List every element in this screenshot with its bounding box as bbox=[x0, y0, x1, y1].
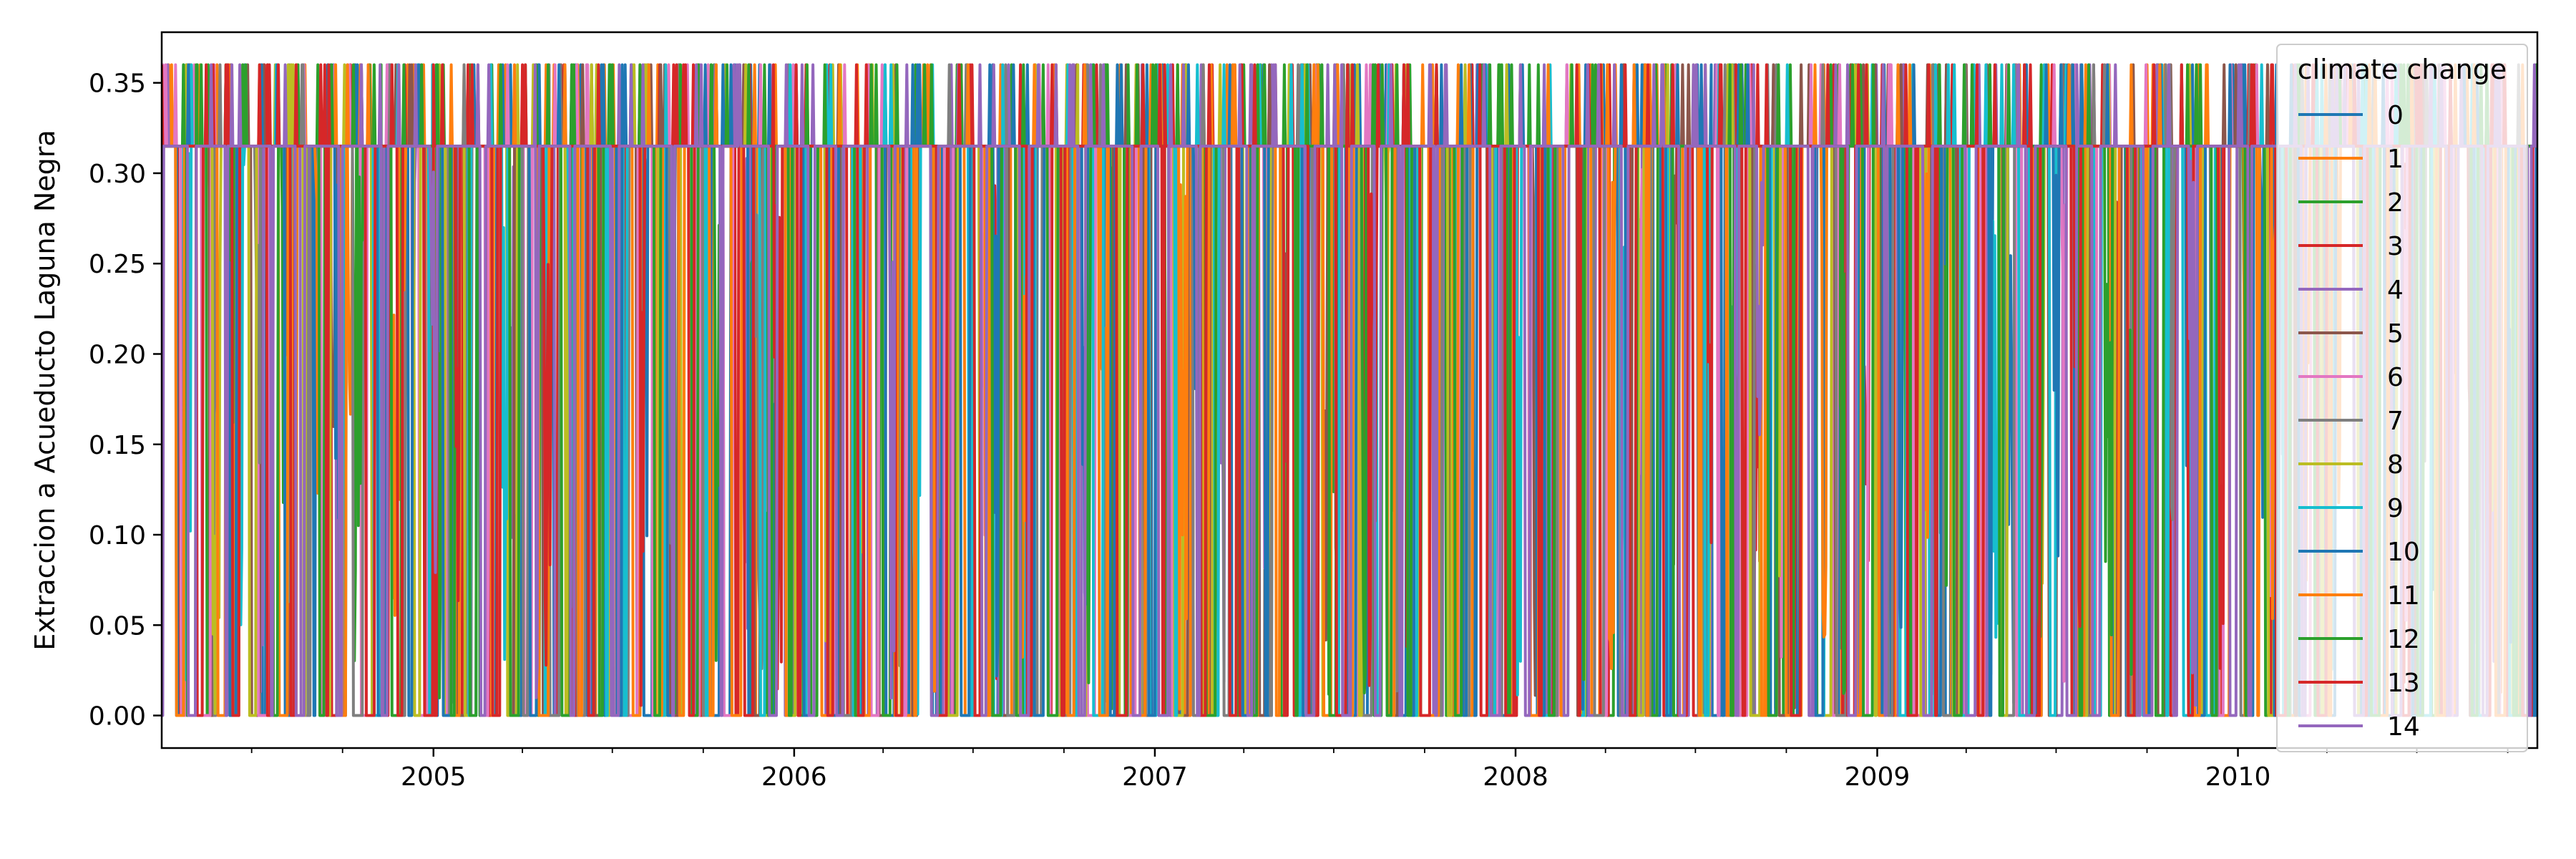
legend-label-9: 9 bbox=[2387, 494, 2404, 523]
legend-label-8: 8 bbox=[2387, 450, 2404, 480]
y-tick-label: 0.05 bbox=[89, 611, 146, 641]
x-tick-label: 2005 bbox=[401, 762, 467, 792]
x-tick-label: 2010 bbox=[2205, 762, 2271, 792]
legend-title: climate change bbox=[2298, 54, 2507, 85]
legend-label-6: 6 bbox=[2387, 363, 2404, 392]
legend-label-12: 12 bbox=[2387, 625, 2420, 654]
y-tick-label: 0.15 bbox=[89, 431, 146, 460]
plot-frame bbox=[160, 31, 2539, 749]
y-tick-label: 0.25 bbox=[89, 250, 146, 279]
legend-frame bbox=[2276, 44, 2528, 752]
y-tick-label: 0.20 bbox=[89, 340, 146, 369]
legend-label-2: 2 bbox=[2387, 188, 2404, 218]
legend-label-3: 3 bbox=[2387, 232, 2404, 261]
y-tick-label: 0.10 bbox=[89, 521, 146, 550]
legend-label-5: 5 bbox=[2387, 319, 2404, 349]
y-tick-label: 0.30 bbox=[89, 160, 146, 189]
legend-label-14: 14 bbox=[2387, 712, 2420, 742]
legend-label-1: 1 bbox=[2387, 145, 2404, 174]
y-tick-label: 0.00 bbox=[89, 702, 146, 732]
legend-label-0: 0 bbox=[2387, 101, 2404, 130]
series-line-14 bbox=[162, 63, 2537, 717]
series-layer bbox=[162, 63, 2537, 717]
x-axis: 2005 2006 2007 2008 2009 2010 bbox=[250, 748, 2509, 792]
legend-label-10: 10 bbox=[2387, 538, 2420, 567]
legend-label-7: 7 bbox=[2387, 407, 2404, 436]
legend-label-11: 11 bbox=[2387, 581, 2420, 611]
x-tick-label: 2008 bbox=[1483, 762, 1548, 792]
y-axis: 0.00 0.05 0.10 0.15 0.20 0.25 0.30 0.35 bbox=[89, 69, 162, 732]
legend-label-4: 4 bbox=[2387, 276, 2404, 305]
y-tick-label: 0.35 bbox=[89, 69, 146, 99]
x-tick-label: 2006 bbox=[761, 762, 827, 792]
x-tick-label: 2009 bbox=[1845, 762, 1911, 792]
x-tick-label: 2007 bbox=[1122, 762, 1188, 792]
y-axis-title: Extraccion a Acueducto Laguna Negra bbox=[29, 130, 61, 650]
legend-label-13: 13 bbox=[2387, 669, 2420, 698]
